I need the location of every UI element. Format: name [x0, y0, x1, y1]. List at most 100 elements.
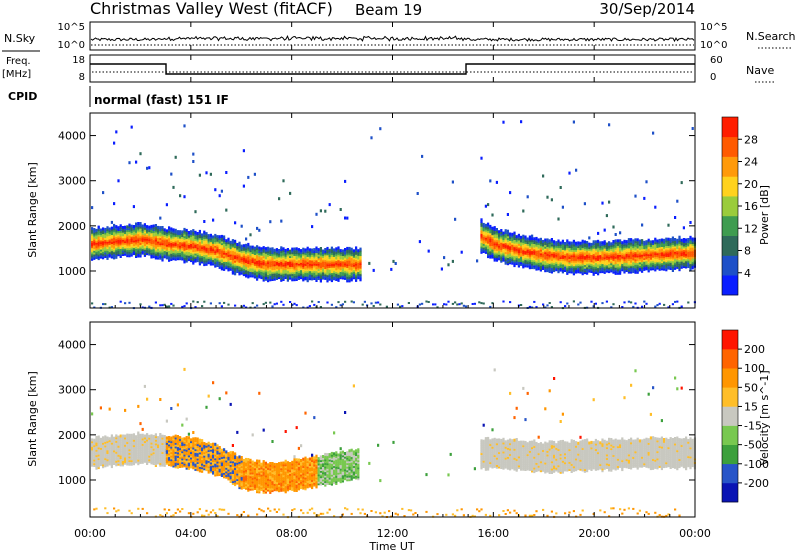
power-cell	[212, 240, 215, 244]
power-cell	[669, 267, 672, 270]
power-cell	[348, 250, 351, 254]
power-cell	[93, 244, 96, 248]
power-cell	[234, 245, 237, 249]
power-cell	[557, 268, 560, 272]
power-cell	[493, 226, 496, 230]
power-cell	[625, 261, 628, 265]
power-cell	[524, 255, 527, 259]
power-cell	[674, 248, 677, 252]
velocity-cell	[190, 456, 193, 460]
power-cell	[139, 234, 142, 238]
power-cell	[273, 261, 276, 265]
power-cell	[220, 247, 223, 251]
freq-label-line1: Freq.	[6, 56, 31, 67]
power-cell	[577, 266, 580, 270]
power-cell	[308, 260, 311, 264]
power-cell	[599, 253, 602, 257]
power-cell	[638, 255, 641, 259]
velocity-cell	[159, 458, 162, 462]
velocity-cell	[141, 439, 144, 443]
power-cell	[146, 166, 149, 170]
velocity-cell	[128, 448, 131, 452]
power-cell	[546, 252, 549, 256]
velocity-cell	[130, 442, 133, 446]
power-cell	[583, 251, 586, 255]
power-cell	[293, 267, 296, 271]
power-cell	[212, 258, 215, 262]
power-cell	[568, 259, 571, 263]
power-cell	[106, 237, 109, 240]
power-cell	[212, 235, 215, 239]
power-cell	[262, 249, 265, 253]
velocity-cell	[135, 455, 138, 458]
velocity-cell	[126, 444, 129, 448]
velocity-cell	[185, 463, 188, 467]
power-cell	[280, 275, 283, 279]
velocity-cell	[135, 442, 138, 446]
power-cell	[326, 252, 329, 256]
velocity-cell	[159, 447, 162, 451]
power-cell	[689, 253, 692, 257]
power-cell	[583, 267, 586, 271]
power-cell	[297, 266, 300, 270]
power-cell	[612, 265, 615, 269]
velocity-cell	[128, 509, 131, 512]
velocity-cell	[119, 445, 122, 449]
power-cell	[238, 259, 241, 263]
power-cell	[308, 271, 311, 275]
power-cell	[608, 257, 611, 261]
power-cell	[245, 251, 248, 255]
power-cell	[295, 270, 298, 274]
power-cell	[339, 270, 342, 274]
velocity-cell	[187, 456, 190, 460]
velocity-cell	[168, 454, 171, 458]
power-cell	[238, 243, 241, 247]
power-cell	[198, 256, 201, 260]
power-cell	[245, 274, 248, 278]
power-cell	[526, 242, 529, 246]
power-cell	[126, 246, 129, 250]
power-cell	[139, 236, 142, 240]
power-cell	[132, 243, 135, 247]
power-cell	[236, 259, 239, 263]
power-cell	[286, 251, 289, 255]
velocity-cell	[154, 435, 157, 439]
velocity-cell	[150, 461, 153, 465]
power-cell	[135, 251, 138, 255]
power-cell	[337, 268, 340, 272]
power-cell	[504, 229, 507, 233]
power-cell	[355, 268, 358, 271]
power-cell	[117, 226, 120, 230]
power-cell	[267, 250, 270, 254]
velocity-cell	[132, 460, 135, 464]
power-cell	[434, 303, 437, 306]
power-cell	[669, 238, 672, 242]
power-cell	[339, 261, 342, 265]
power-cell	[143, 253, 146, 257]
power-cell	[484, 241, 487, 245]
power-cell	[658, 242, 661, 246]
velocity-cell	[152, 440, 155, 444]
velocity-cell	[172, 460, 175, 464]
power-cell	[286, 276, 289, 280]
velocity-cell	[106, 436, 109, 440]
power-cell	[333, 250, 336, 254]
power-cell	[520, 244, 523, 248]
power-cell	[594, 243, 597, 247]
power-cell	[559, 250, 562, 254]
power-cell	[313, 262, 316, 266]
power-cell	[126, 248, 129, 252]
power-cell	[645, 247, 648, 251]
power-cell	[302, 274, 305, 278]
power-cell	[544, 247, 547, 251]
power-cell	[163, 239, 166, 243]
power-cell	[539, 259, 542, 263]
power-cell	[176, 253, 179, 257]
power-cell	[643, 255, 646, 259]
power-cell	[608, 268, 611, 272]
power-cell	[289, 269, 292, 273]
power-cell	[119, 240, 122, 244]
power-cell	[337, 262, 340, 266]
power-cell	[590, 264, 593, 268]
power-cell	[603, 267, 606, 271]
